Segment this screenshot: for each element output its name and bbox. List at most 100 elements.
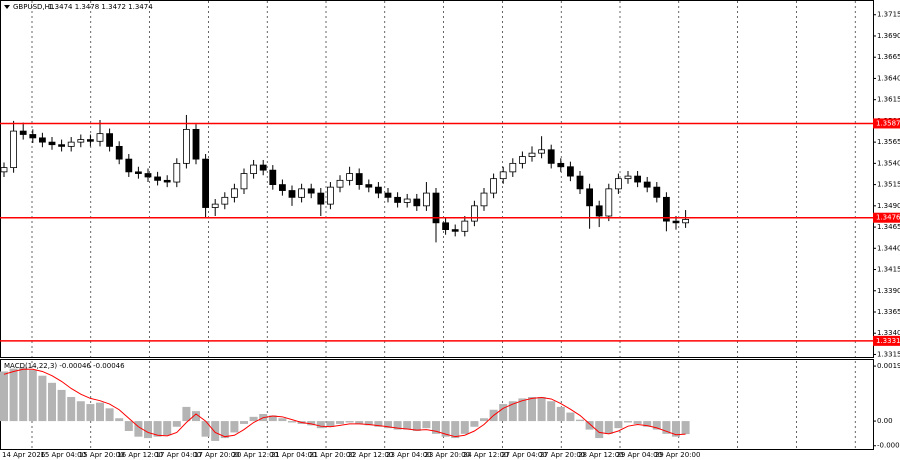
candle-body (509, 162, 517, 173)
candle-body (269, 169, 277, 185)
candle-body (663, 196, 670, 222)
histogram-bar (508, 401, 517, 422)
histogram-bar (432, 421, 440, 434)
histogram-bar (633, 421, 642, 424)
y-tick-label: 1.3690 (877, 32, 900, 40)
histogram-bar (345, 421, 354, 423)
candle-body (470, 205, 478, 222)
candle-body (567, 166, 574, 177)
candle-body (634, 175, 641, 183)
histogram-bar (201, 421, 210, 437)
x-tick-label: 24 Apr 12:00 (463, 451, 509, 459)
candle-body (605, 188, 613, 217)
candle-body (499, 171, 507, 180)
y-tick-label: 1.3565 (877, 138, 900, 146)
x-tick-label: 28 Apr 12:00 (578, 451, 624, 459)
x-tick-label: 21 Apr 04:00 (271, 451, 317, 459)
candle-body (58, 144, 65, 147)
histogram-bar (566, 412, 575, 422)
histogram-bar (384, 421, 392, 429)
histogram-bar (163, 421, 172, 436)
x-tick-label: 14 Apr 2026 (2, 451, 46, 459)
histogram-bar (57, 389, 66, 422)
candle-body (336, 179, 344, 188)
histogram-bar (230, 421, 239, 433)
candle-body (230, 188, 238, 198)
x-tick-label: 23 Apr 20:00 (424, 451, 470, 459)
candle-body (67, 141, 75, 147)
macd-title: MACD(14,22,3) -0.00046 -0.00046 (4, 362, 125, 370)
histogram-bar (403, 421, 412, 430)
candle-body (374, 186, 382, 194)
histogram-bar (518, 398, 527, 422)
level-label: 1.3587 (876, 119, 900, 127)
histogram-bar (240, 421, 248, 424)
candle-body (87, 139, 94, 142)
histogram-bar (192, 411, 200, 422)
histogram-bar (134, 421, 143, 437)
candle-body (115, 145, 123, 160)
histogram-bar (67, 396, 76, 422)
candle-body (77, 139, 85, 143)
symbol-title: GBPUSD,H1 (13, 3, 54, 11)
candle-body (653, 186, 661, 198)
histogram-bar (38, 375, 47, 422)
candle-body (615, 178, 622, 190)
histogram-bar (364, 421, 373, 426)
histogram-bar (643, 421, 652, 427)
candle-body (432, 192, 440, 224)
histogram-bar (595, 421, 604, 439)
histogram-bar (326, 421, 335, 427)
y-tick-label: 0.00194 (877, 362, 900, 370)
x-tick-label: 17 Apr 04:00 (156, 451, 202, 459)
y-tick-label: 1.3365 (877, 308, 900, 316)
candle-body (39, 137, 46, 143)
candle-body (538, 149, 545, 154)
histogram-bar (144, 421, 152, 439)
histogram-bar (355, 421, 364, 424)
histogram-bar (604, 421, 613, 434)
candle-body (413, 198, 421, 207)
candle-body (221, 196, 229, 205)
symbol-menu[interactable] (4, 5, 10, 9)
candle-body (480, 192, 488, 207)
histogram-bar (124, 421, 133, 432)
histogram-bar (393, 421, 402, 430)
candle-body (288, 190, 296, 198)
candle-body (240, 173, 248, 190)
histogram-bar (576, 419, 584, 422)
candle-body (403, 198, 411, 203)
x-tick-label: 27 Apr 04:00 (501, 451, 547, 459)
candle-body (624, 175, 632, 180)
candle-body (134, 171, 142, 174)
candle-body (48, 141, 56, 146)
histogram-bar (374, 421, 383, 427)
histogram-bar (288, 421, 296, 423)
candle-body (125, 158, 133, 173)
candle-body (528, 152, 536, 157)
candle-body (576, 175, 584, 190)
x-tick-label: 29 Apr 20:00 (655, 451, 701, 459)
candle-body (202, 158, 210, 208)
x-tick-label: 29 Apr 04:00 (616, 451, 662, 459)
candle-body (519, 156, 526, 164)
y-tick-label: 1.3440 (877, 244, 900, 252)
candle-body (442, 222, 450, 231)
level-label: 1.3331 (876, 337, 900, 345)
candle-body (422, 192, 430, 207)
y-tick-label: 1.3715 (877, 11, 900, 19)
candle-body (317, 192, 325, 205)
candle-body (326, 186, 334, 205)
histogram-bar (153, 421, 162, 437)
x-tick-label: 23 Apr 04:00 (386, 451, 432, 459)
histogram-bar (316, 421, 325, 429)
candle-body (557, 162, 565, 168)
histogram-bar (460, 421, 469, 434)
histogram-bar (556, 406, 565, 422)
candle-body (182, 128, 190, 164)
histogram-bar (499, 404, 508, 422)
candle-body (547, 149, 555, 164)
candle-body (595, 205, 603, 217)
y-tick-label: 1.3615 (877, 96, 900, 104)
x-tick-label: 20 Apr 12:00 (232, 451, 278, 459)
